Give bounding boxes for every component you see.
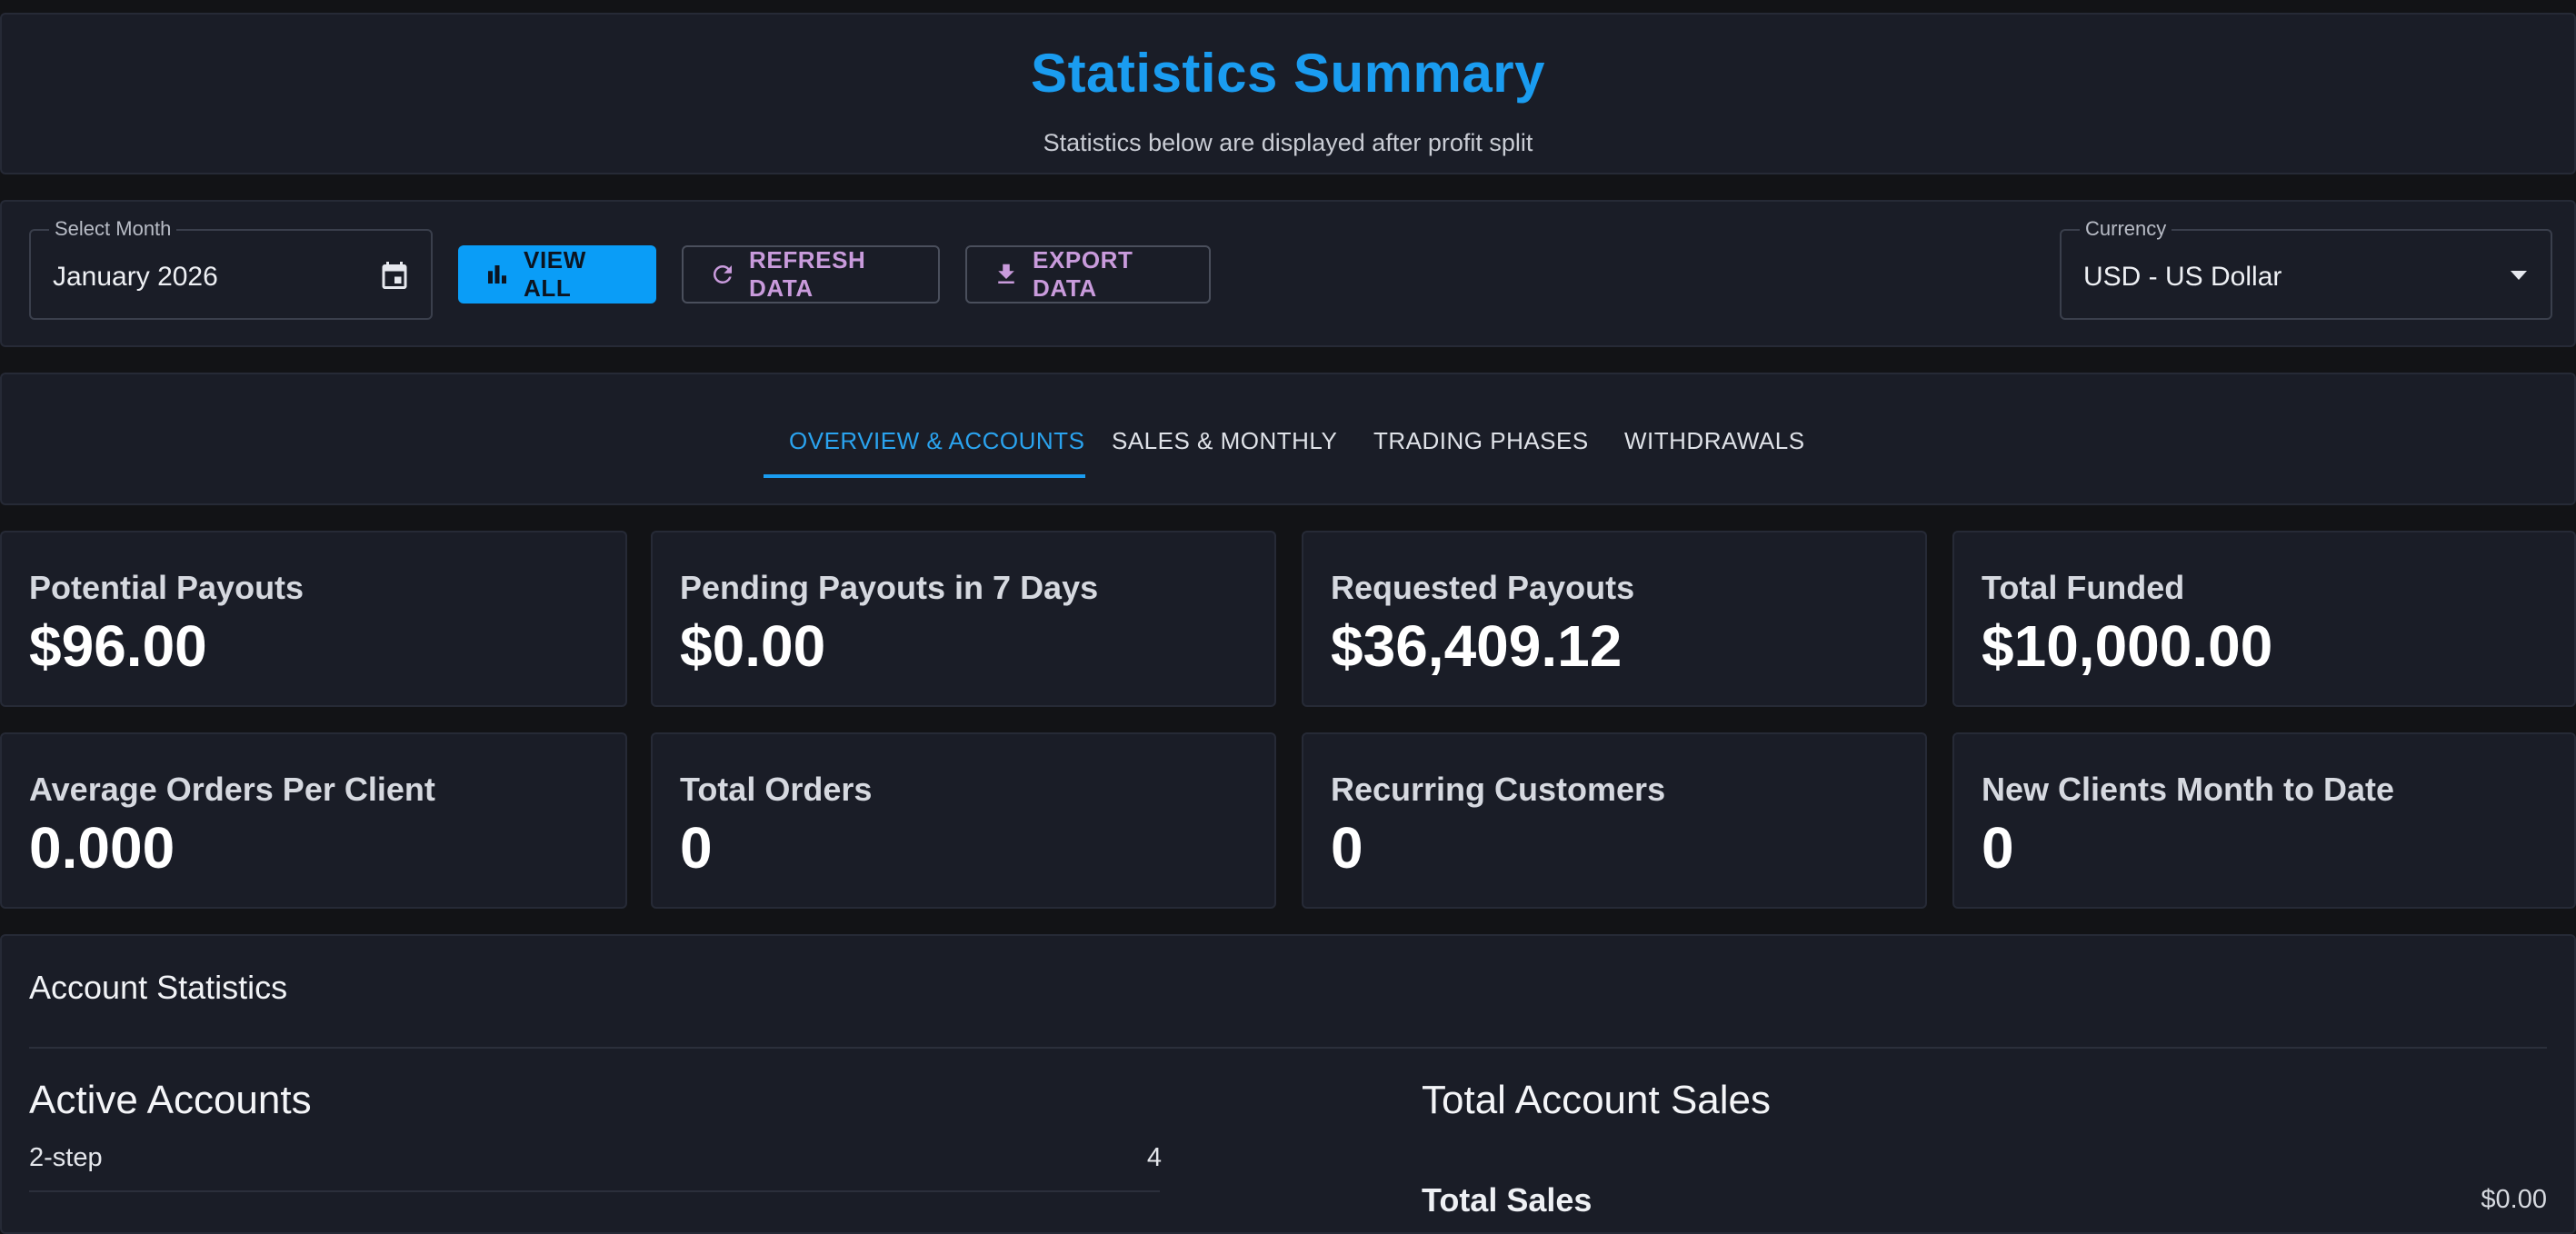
page-header: Statistics Summary Statistics below are … (0, 13, 2576, 174)
stat-value: $0.00 (680, 613, 826, 679)
stat-value: $96.00 (29, 613, 207, 679)
stat-card-pending-payouts: Pending Payouts in 7 Days $0.00 (651, 531, 1276, 707)
bar-chart-icon (488, 265, 506, 284)
refresh-icon (713, 264, 732, 284)
month-picker-value: January 2026 (53, 262, 218, 292)
currency-select[interactable]: Currency USD - US Dollar (2060, 218, 2552, 320)
tab-bar: OVERVIEW & ACCOUNTS SALES & MONTHLY TRAD… (0, 373, 2576, 505)
stat-value: $10,000.00 (1982, 613, 2273, 679)
stat-card-recurring-customers: Recurring Customers 0 (1302, 732, 1927, 909)
total-sales-label: Total Sales (1422, 1181, 1593, 1219)
total-account-sales-title: Total Account Sales (1422, 1078, 1772, 1122)
calendar-icon[interactable] (378, 258, 411, 293)
tab-overview-accounts[interactable]: OVERVIEW & ACCOUNTS (789, 427, 1085, 454)
active-accounts-title: Active Accounts (29, 1078, 312, 1122)
currency-select-value: USD - US Dollar (2083, 262, 2282, 292)
section-heading: Account Statistics (29, 969, 288, 1006)
stat-value: 0 (1982, 815, 2014, 881)
stat-value: 0 (680, 815, 713, 881)
account-statistics-panel: Account Statistics Active Accounts 2-ste… (0, 934, 2576, 1234)
stat-value: 0.000 (29, 815, 175, 881)
page-title: Statistics Summary (1031, 43, 1545, 104)
view-all-button[interactable]: VIEW ALL (458, 245, 656, 304)
refresh-data-button[interactable]: REFRESH DATA (682, 245, 940, 304)
stat-label: Total Funded (1982, 569, 2185, 606)
stat-label: Recurring Customers (1331, 771, 1666, 808)
currency-select-label: Currency (2080, 218, 2172, 240)
list-item-value: 4 (1146, 1143, 1162, 1172)
stat-card-total-funded: Total Funded $10,000.00 (1952, 531, 2576, 707)
stat-card-total-orders: Total Orders 0 (651, 732, 1276, 909)
stat-label: New Clients Month to Date (1982, 771, 2395, 808)
stat-label: Pending Payouts in 7 Days (680, 569, 1099, 606)
stat-label: Potential Payouts (29, 569, 305, 606)
list-item-label: 2-step (29, 1143, 103, 1172)
tab-sales-monthly[interactable]: SALES & MONTHLY (1112, 427, 1338, 454)
chevron-down-icon[interactable] (2509, 269, 2529, 282)
stat-card-requested-payouts: Requested Payouts $36,409.12 (1302, 531, 1927, 707)
tab-withdrawals[interactable]: WITHDRAWALS (1624, 427, 1805, 454)
refresh-data-label: REFRESH DATA (749, 246, 866, 302)
month-picker-label: Select Month (49, 218, 177, 240)
export-data-button[interactable]: EXPORT DATA (965, 245, 1211, 304)
view-all-label: VIEW ALL (524, 246, 586, 302)
active-tab-indicator (764, 474, 1085, 478)
stat-label: Total Orders (680, 771, 873, 808)
divider (29, 1190, 1160, 1192)
toolbar: Select Month January 2026 VIEW ALL REFRE… (0, 200, 2576, 347)
tab-trading-phases[interactable]: TRADING PHASES (1373, 427, 1589, 454)
download-icon (998, 264, 1014, 284)
stat-label: Average Orders Per Client (29, 771, 435, 808)
total-sales-value: $0.00 (2481, 1185, 2547, 1214)
page-subtitle: Statistics below are displayed after pro… (1043, 129, 1533, 156)
month-picker[interactable]: Select Month January 2026 (29, 218, 433, 320)
divider (29, 1047, 2547, 1049)
stat-label: Requested Payouts (1331, 569, 1635, 606)
stat-card-potential-payouts: Potential Payouts $96.00 (0, 531, 627, 707)
stat-value: 0 (1331, 815, 1363, 881)
stat-card-new-clients: New Clients Month to Date 0 (1952, 732, 2576, 909)
stat-value: $36,409.12 (1331, 613, 1622, 679)
export-data-label: EXPORT DATA (1033, 246, 1133, 302)
stat-card-average-orders: Average Orders Per Client 0.000 (0, 732, 627, 909)
